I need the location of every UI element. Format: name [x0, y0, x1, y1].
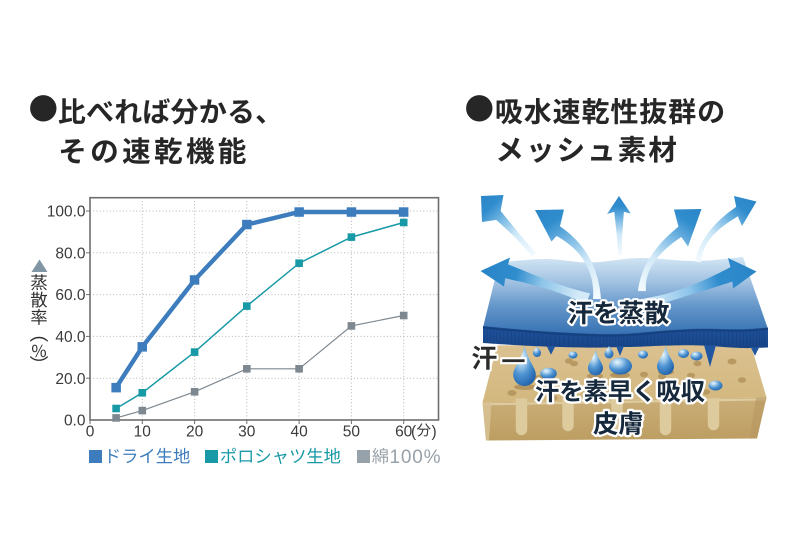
- svg-text:(: (: [411, 423, 417, 440]
- svg-text:20.0: 20.0: [55, 371, 86, 388]
- svg-text:100.0: 100.0: [47, 204, 86, 221]
- svg-text:10: 10: [134, 423, 152, 440]
- svg-text:80.0: 80.0: [55, 245, 86, 262]
- svg-text:60.0: 60.0: [55, 287, 86, 304]
- svg-text:50: 50: [343, 423, 361, 440]
- svg-text:0.0: 0.0: [64, 413, 86, 430]
- svg-text:40: 40: [290, 423, 308, 440]
- svg-text:): ): [432, 423, 437, 440]
- svg-text:30: 30: [238, 423, 256, 440]
- svg-text:20: 20: [186, 423, 204, 440]
- svg-text:0: 0: [86, 423, 95, 440]
- svg-text:100%: 100%: [390, 447, 442, 468]
- svg-text:60: 60: [395, 423, 413, 440]
- svg-text:40.0: 40.0: [55, 329, 86, 346]
